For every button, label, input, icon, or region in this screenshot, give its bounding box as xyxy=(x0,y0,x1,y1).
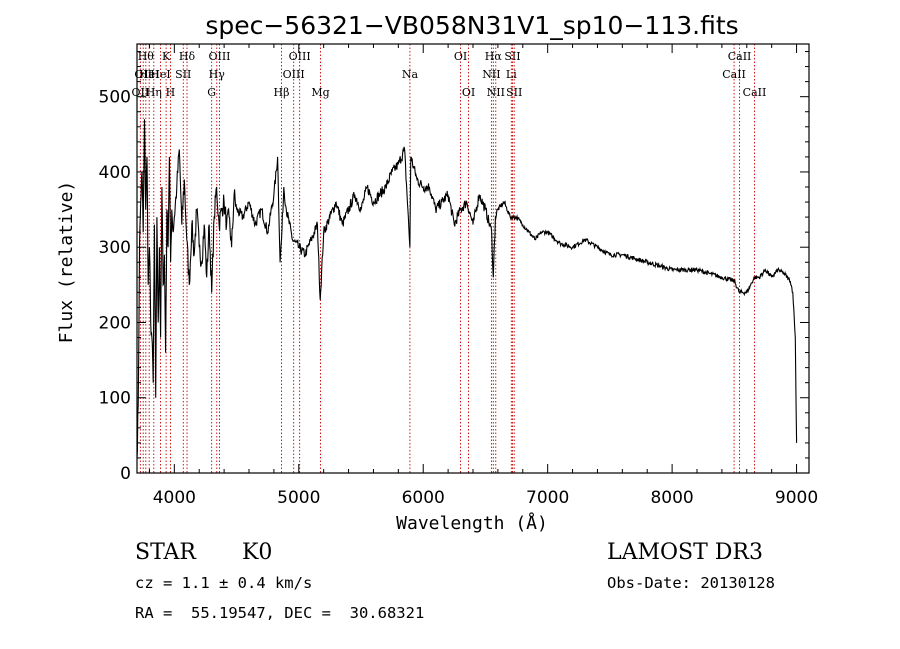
line-marker-label: OII xyxy=(132,86,150,99)
line-marker-label: Na xyxy=(402,68,419,81)
x-axis-label: Wavelength (Å) xyxy=(396,512,548,534)
x-tick-label: 4000 xyxy=(153,488,196,508)
y-tick-label: 200 xyxy=(99,313,131,333)
survey-name: LAMOST DR3 xyxy=(607,540,763,565)
observation-date: Obs-Date: 20130128 xyxy=(607,574,775,592)
line-marker-label: G xyxy=(207,86,216,99)
line-marker-label: H xyxy=(166,86,176,99)
line-marker-label: CaII xyxy=(728,50,752,63)
y-tick-label: 400 xyxy=(99,163,131,183)
chart-title: spec−56321−VB058N31V1_sp10−113.fits xyxy=(205,11,738,40)
line-marker-label: Hδ xyxy=(179,50,196,63)
line-marker-label: OI xyxy=(454,50,467,63)
x-tick-label: 7000 xyxy=(526,488,569,508)
x-tick-label: 6000 xyxy=(402,488,445,508)
x-tick-label: 9000 xyxy=(775,488,818,508)
line-marker-label: NII xyxy=(482,68,500,81)
line-marker-label: OIII xyxy=(283,68,305,81)
line-marker-label: SII xyxy=(175,68,191,81)
line-marker-label: Hα xyxy=(485,50,503,63)
line-marker-label: Mg xyxy=(311,86,329,99)
line-marker-label: Li xyxy=(506,68,517,81)
redshift-velocity: cz = 1.1 ± 0.4 km/s xyxy=(135,574,313,592)
sky-coordinates: RA = 55.19547, DEC = 30.68321 xyxy=(135,604,425,622)
line-labels: OIIOIIHθHeIHηHeIKHSIIHδGHγOIIIHβOIIIOIII… xyxy=(132,50,767,99)
line-marker-label: HeI xyxy=(139,68,159,81)
y-tick-label: 500 xyxy=(99,88,131,108)
spectral-class: STAR xyxy=(135,540,196,565)
line-marker-label: CaII xyxy=(722,68,746,81)
x-tick-label: 5000 xyxy=(277,488,320,508)
line-marker-label: SII xyxy=(506,86,522,99)
line-marker-label: Hθ xyxy=(138,50,155,63)
line-marker-label: Hη xyxy=(146,86,162,99)
line-marker-label: K xyxy=(162,50,171,63)
plot-frame xyxy=(136,43,810,474)
line-marker-label: OIII xyxy=(208,50,230,63)
x-tick-label: 8000 xyxy=(650,488,693,508)
line-markers xyxy=(139,44,755,473)
line-marker-label: OII xyxy=(134,68,152,81)
y-tick-label: 100 xyxy=(99,389,131,409)
spectrum-line xyxy=(136,119,798,458)
y-tick-label: 0 xyxy=(120,464,131,484)
line-marker-label: Hβ xyxy=(274,86,290,99)
line-marker-label: OI xyxy=(462,86,475,99)
line-marker-label: NII xyxy=(487,86,505,99)
spectral-subclass: K0 xyxy=(242,540,273,565)
y-tick-label: 300 xyxy=(99,238,131,258)
line-marker-label: OIII xyxy=(289,50,311,63)
line-marker-label: CaII xyxy=(743,86,767,99)
y-axis-label: Flux (relative) xyxy=(56,181,77,344)
line-marker-label: Hγ xyxy=(209,68,226,81)
line-marker-label: SII xyxy=(504,50,520,63)
line-marker-label: HeI xyxy=(150,68,170,81)
x-axis: 4000 5000 6000 7000 8000 9000 xyxy=(148,44,818,508)
y-axis: 0 100 200 300 400 500 xyxy=(99,51,809,484)
